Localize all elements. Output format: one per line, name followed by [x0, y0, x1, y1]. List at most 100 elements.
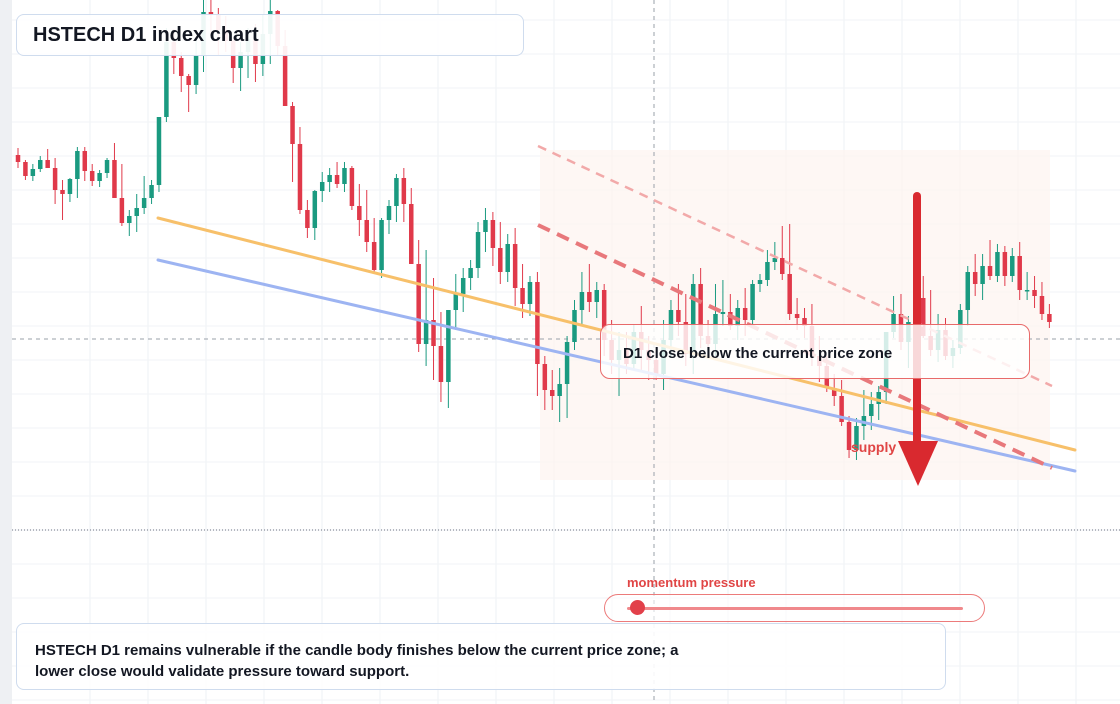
- candle-body: [89, 171, 95, 181]
- candle-body: [364, 220, 369, 242]
- candle-body: [409, 204, 414, 264]
- candle-body: [735, 308, 740, 326]
- candle-body: [920, 298, 926, 336]
- candle-body: [512, 244, 518, 288]
- candle-body: [690, 284, 696, 354]
- candle-body: [312, 191, 318, 228]
- candle-body: [1047, 314, 1052, 322]
- left-edge-strip: [0, 0, 12, 704]
- candle-body: [1017, 256, 1022, 290]
- momentum-label: momentum pressure: [627, 575, 756, 590]
- candle-body: [30, 169, 36, 176]
- candle-body: [869, 404, 874, 416]
- candle-body: [334, 175, 340, 184]
- down-arrow-head: [898, 441, 938, 486]
- callout-d1-close: D1 close below the current price zone: [600, 324, 1030, 379]
- candle-body: [1010, 256, 1015, 276]
- candle-body: [891, 314, 896, 332]
- description-text: HSTECH D1 remains vulnerable if the cand…: [35, 642, 679, 680]
- candle-body: [431, 320, 436, 346]
- candle-body: [394, 178, 399, 206]
- candle-body: [520, 288, 525, 304]
- candle-body: [423, 320, 429, 344]
- candle-body: [490, 220, 496, 248]
- candle-body: [119, 198, 125, 223]
- candle-body: [164, 42, 169, 117]
- candle-body: [23, 162, 28, 176]
- candle-body: [1039, 296, 1045, 314]
- candle-body: [498, 248, 503, 272]
- candle-body: [327, 175, 332, 182]
- candle-body: [1032, 290, 1037, 296]
- candle-body: [186, 76, 191, 85]
- candle-body: [676, 310, 681, 322]
- candle-body: [1002, 252, 1008, 276]
- candle-body: [698, 284, 703, 336]
- candle-body: [342, 168, 347, 184]
- candle-body: [802, 318, 807, 326]
- momentum-pressure-slider: [604, 594, 985, 622]
- candle-body: [765, 262, 770, 280]
- candle-body: [82, 151, 88, 171]
- candle-body: [67, 179, 73, 194]
- candle-body: [475, 232, 481, 268]
- candle-body: [579, 292, 585, 310]
- candle-body: [38, 160, 43, 169]
- candle-body: [535, 282, 540, 364]
- candle-body: [757, 280, 763, 284]
- candle-body: [104, 160, 110, 173]
- candle-body: [780, 258, 785, 274]
- candle-body: [594, 290, 600, 302]
- momentum-knob: [629, 600, 645, 615]
- candle-body: [549, 390, 555, 396]
- candle-body: [208, 12, 214, 14]
- candle-body: [127, 216, 132, 223]
- candle-body: [980, 266, 985, 284]
- candle-body: [97, 173, 102, 181]
- candle-body: [75, 151, 80, 179]
- candle-body: [453, 294, 459, 310]
- candle-body: [876, 392, 881, 404]
- candle-body: [787, 274, 792, 314]
- candle-body: [846, 422, 852, 450]
- candle-body: [601, 290, 607, 340]
- candle-body: [587, 292, 592, 302]
- momentum-bar: [627, 607, 963, 610]
- candle-body: [1024, 290, 1030, 292]
- candle-body: [527, 282, 533, 304]
- candle-body: [52, 168, 58, 190]
- candle-body: [379, 220, 384, 270]
- candle-body: [282, 46, 288, 106]
- candle-body: [468, 268, 473, 278]
- description-box: HSTECH D1 remains vulnerable if the cand…: [16, 623, 946, 690]
- candle-body: [60, 190, 65, 194]
- candle-body: [141, 198, 147, 208]
- candle-body: [319, 182, 325, 191]
- candle-body: [831, 388, 837, 396]
- candle-body: [839, 396, 844, 422]
- candle-body: [542, 364, 548, 390]
- candle-body: [178, 58, 184, 76]
- candle-body: [742, 308, 748, 320]
- candle-body: [446, 310, 451, 382]
- candle-body: [45, 160, 50, 168]
- candle-body: [15, 155, 21, 162]
- candle-body: [149, 185, 154, 198]
- supply-zone-label: supply: [851, 439, 897, 455]
- candle-body: [460, 278, 466, 294]
- candle-body: [371, 242, 377, 270]
- candle-body: [305, 210, 310, 228]
- candle-body: [987, 266, 993, 276]
- candle-body: [772, 258, 778, 262]
- candle-body: [386, 206, 392, 220]
- candle-body: [564, 342, 570, 384]
- candle-body: [505, 244, 510, 272]
- candle-body: [572, 310, 577, 342]
- candle-body: [557, 384, 562, 396]
- candle-body: [112, 160, 117, 198]
- candle-body: [401, 178, 407, 204]
- candle-body: [297, 144, 303, 210]
- candle-body: [238, 52, 243, 68]
- candle-body: [156, 117, 162, 185]
- candle-body: [357, 206, 362, 220]
